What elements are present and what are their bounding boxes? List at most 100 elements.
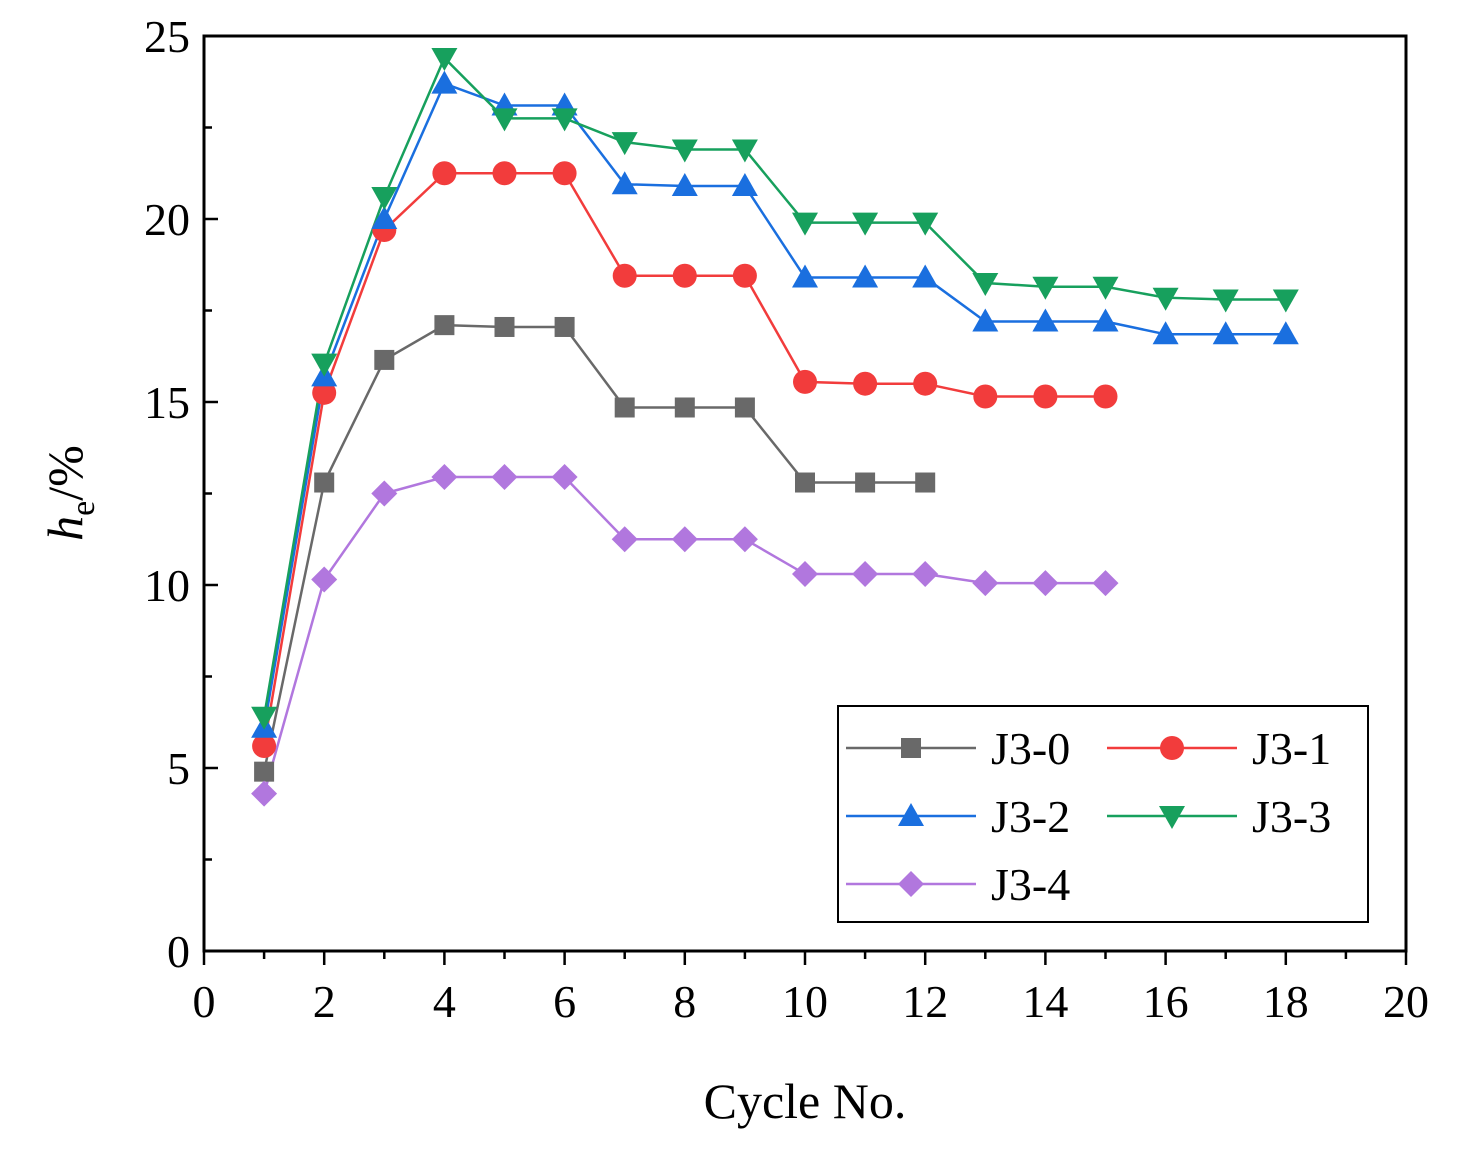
data-point-j3-4 [1092,570,1119,597]
legend-marker [1160,736,1184,760]
data-point-j3-2 [852,264,879,288]
data-point-j3-0 [314,472,335,493]
data-point-j3-0 [734,397,755,418]
x-tick-label: 20 [1383,976,1429,1027]
data-point-j3-0 [795,472,815,493]
data-point-j3-1 [672,263,697,288]
data-point-j3-4 [311,566,338,593]
legend-marker [901,738,921,758]
data-point-j3-2 [611,171,638,195]
data-point-j3-2 [431,70,458,94]
x-tick-label: 0 [193,976,216,1027]
data-point-j3-3 [311,353,338,377]
data-point-j3-0 [855,472,876,493]
series-markers [251,47,1299,807]
data-point-j3-4 [491,464,518,491]
data-point-j3-2 [792,264,818,288]
y-tick-label: 20 [144,194,190,245]
data-point-j3-3 [792,212,818,236]
data-point-j3-1 [913,371,938,396]
data-point-j3-3 [1212,289,1239,313]
data-point-j3-3 [491,108,518,132]
data-point-j3-1 [432,161,457,186]
x-tick-label: 2 [313,976,336,1027]
data-point-j3-1 [312,380,337,405]
legend-entry-j3-0: J3-0 [846,723,1070,774]
data-point-j3-2 [1272,321,1299,345]
y-axis-title: he/% [37,445,102,541]
data-point-j3-4 [611,526,638,553]
legend-box [837,705,1369,923]
legend-entry-j3-4: J3-4 [846,859,1070,910]
legend-label: J3-1 [1252,723,1331,774]
data-point-j3-4 [912,561,939,588]
x-tick-label: 18 [1263,976,1309,1027]
data-point-j3-2 [671,173,698,197]
data-point-j3-0 [614,397,635,418]
x-tick-label: 4 [433,976,456,1027]
data-point-j3-2 [1032,308,1059,332]
data-point-j3-4 [852,561,879,588]
data-point-j3-3 [1272,289,1299,313]
legend-entry-j3-2: J3-2 [846,791,1070,842]
legend-label: J3-3 [1252,791,1331,842]
y-axis-title-main: h [37,516,93,541]
legend-label: J3-4 [991,859,1070,910]
data-point-j3-2 [912,264,939,288]
data-point-j3-2 [731,173,758,197]
data-point-j3-1 [252,734,277,759]
data-point-j3-3 [1152,287,1179,311]
data-point-j3-3 [731,139,758,163]
legend: J3-0 J3-1 J3-2 J3-3 J3-4 [837,705,1369,923]
x-tick-label: 10 [782,976,828,1027]
data-point-j3-3 [671,139,698,163]
x-tick-label: 8 [673,976,696,1027]
plot-frame [202,34,1408,953]
data-point-j3-4 [731,526,758,553]
data-point-j3-4 [371,480,398,507]
data-point-j3-3 [1092,276,1119,300]
legend-entries: J3-0 J3-1 J3-2 J3-3 J3-4 [846,723,1331,910]
data-point-j3-4 [251,780,278,807]
y-tick-label: 15 [144,377,190,428]
x-tick-label: 6 [553,976,576,1027]
data-point-j3-1 [732,263,757,288]
x-axis-title: Cycle No. [704,1073,907,1129]
legend-entry-j3-1: J3-1 [1107,723,1331,774]
data-point-j3-4 [972,570,999,597]
data-point-j3-0 [674,397,695,418]
data-point-j3-3 [551,108,578,132]
legend-marker [898,871,924,897]
y-tick-label: 10 [144,560,190,611]
data-point-j3-2 [1092,308,1119,332]
data-point-j3-3 [852,212,879,236]
data-point-j3-3 [371,187,398,211]
data-point-j3-0 [494,316,515,337]
data-point-j3-4 [792,561,818,588]
series-line-j3-2 [262,82,1286,728]
data-point-j3-4 [551,464,578,491]
data-point-j3-3 [972,273,999,297]
data-point-j3-1 [1033,384,1058,409]
legend-label: J3-2 [991,791,1070,842]
series-line-j3-1 [262,172,1106,747]
y-tick-label: 25 [144,11,190,62]
series-line-j3-0 [262,323,926,772]
data-point-j3-1 [853,371,878,396]
data-point-j3-3 [251,706,278,730]
data-point-j3-0 [254,761,275,782]
data-point-j3-3 [611,132,638,156]
x-tick-label: 12 [902,976,948,1027]
x-tick-label: 14 [1022,976,1068,1027]
series-line-j3-3 [262,55,1286,717]
x-tick-label: 16 [1143,976,1189,1027]
y-tick-label: 5 [167,743,190,794]
y-axis-title-suffix: /% [37,445,93,501]
legend-label: J3-0 [991,723,1070,774]
data-point-j3-2 [972,308,999,332]
data-point-j3-1 [973,384,998,409]
data-point-j3-3 [912,212,939,236]
data-point-j3-1 [1093,384,1118,409]
data-point-j3-0 [915,472,936,493]
